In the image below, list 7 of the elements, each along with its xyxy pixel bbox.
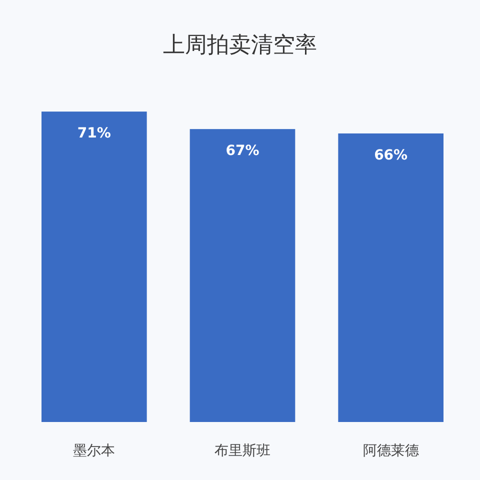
x-tick-label: 阿德莱德	[362, 443, 419, 459]
data-label: 71%	[77, 126, 111, 142]
data-label: 66%	[374, 147, 408, 164]
chart-title: 上周拍卖清空率	[163, 33, 317, 58]
data-label: 67%	[226, 143, 260, 160]
x-tick-label: 墨尔本	[73, 443, 116, 459]
x-tick-label: 布里斯班	[214, 443, 270, 459]
